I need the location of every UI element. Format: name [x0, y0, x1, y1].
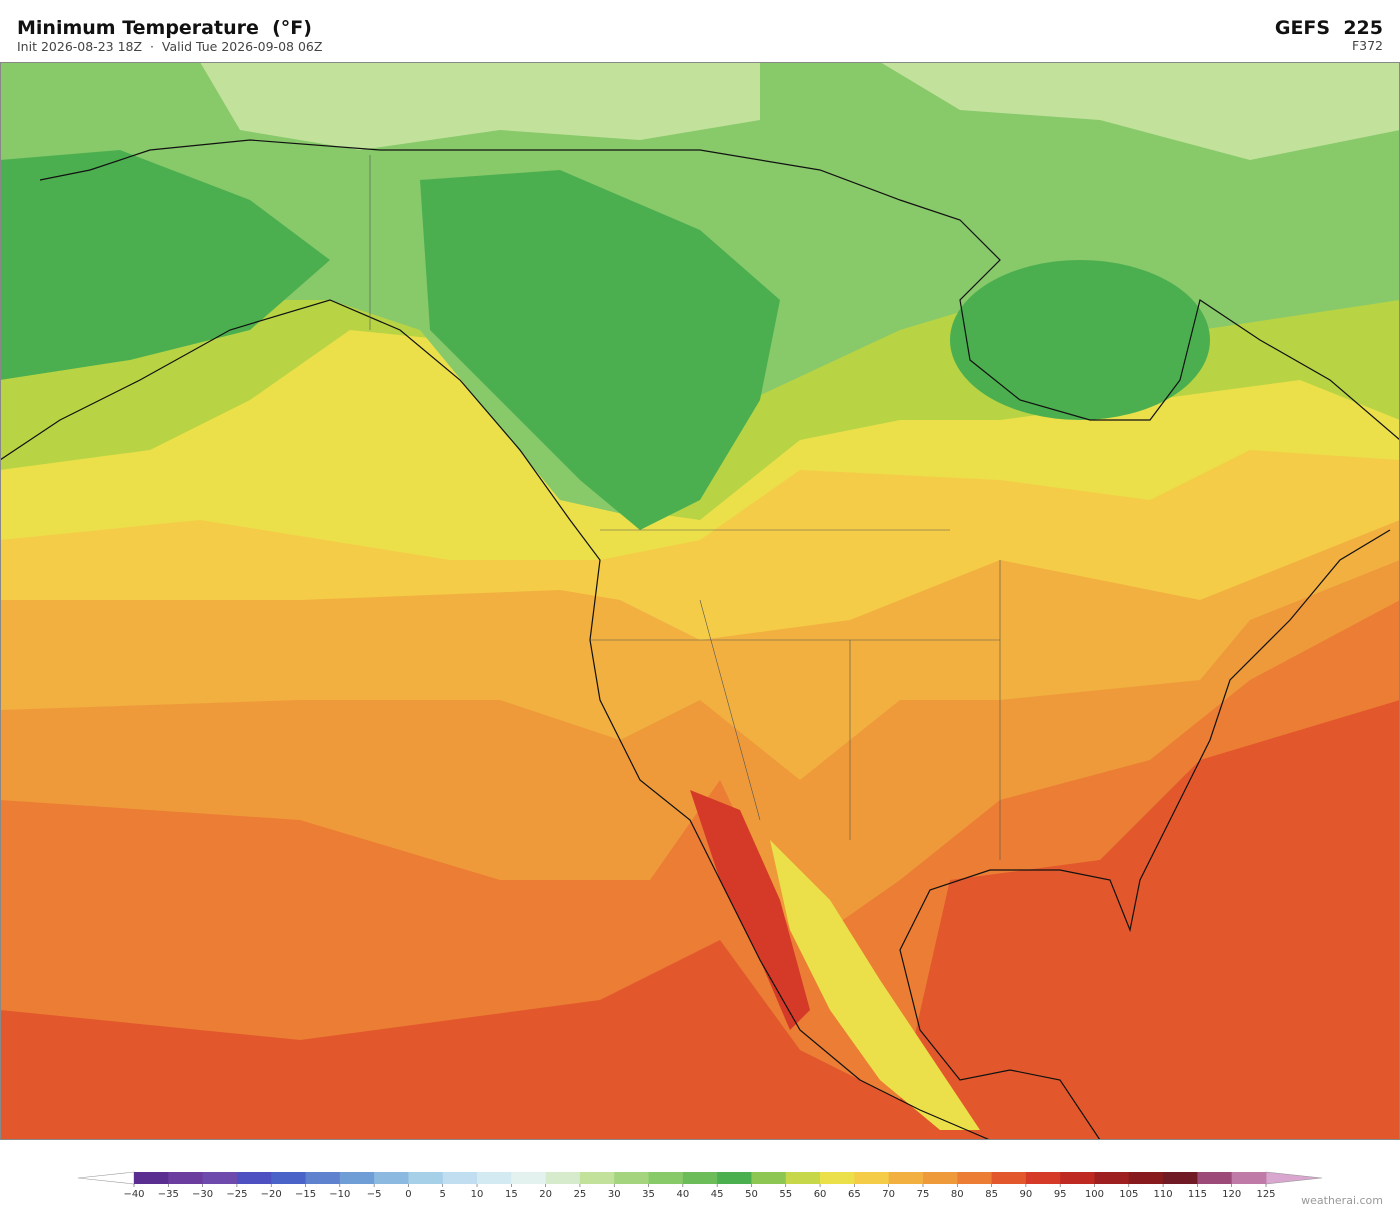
temperature-field [420, 170, 780, 530]
colorbar-tick-label: 35 [642, 1189, 655, 1200]
colorbar-segment [134, 1172, 169, 1184]
colorbar-segment [1197, 1172, 1233, 1184]
colorbar-segment [785, 1172, 821, 1184]
colorbar-tick-label: 90 [1020, 1189, 1033, 1200]
colorbar-tick-label: −20 [261, 1189, 282, 1200]
colorbar-segment [717, 1172, 752, 1184]
colorbar-tick-label: 75 [917, 1189, 930, 1200]
colorbar-tick-label: 100 [1085, 1189, 1104, 1200]
colorbar-segment [922, 1172, 958, 1184]
colorbar-tick-label: 80 [951, 1189, 964, 1200]
colorbar-segment [1094, 1172, 1130, 1184]
colorbar-segment [648, 1172, 684, 1184]
colorbar-segment [1128, 1172, 1164, 1184]
colorbar-tick-label: 60 [814, 1189, 827, 1200]
coastline [0, 139, 1400, 1140]
colorbar-tick-label: 120 [1222, 1189, 1241, 1200]
temperature-field [0, 150, 330, 380]
colorbar-segment [614, 1172, 649, 1184]
colorbar-segment [682, 1172, 718, 1184]
colorbar-tick-label: 15 [505, 1189, 518, 1200]
colorbar-tick-label: 115 [1188, 1189, 1207, 1200]
colorbar-segment [236, 1172, 272, 1184]
colorbar-segment [202, 1172, 238, 1184]
colorbar-segment [1060, 1172, 1095, 1184]
colorbar-tick-label: 10 [471, 1189, 484, 1200]
colorbar-segment [888, 1172, 924, 1184]
forecast-hour: F372 [1352, 38, 1383, 53]
temperature-field [690, 790, 810, 1030]
colorbar-segment [408, 1172, 444, 1184]
colorbar-tick-label: −35 [158, 1189, 179, 1200]
colorbar-tick-label: −15 [295, 1189, 316, 1200]
colorbar-tick-label: 5 [440, 1189, 446, 1200]
colorbar-tick-label: 0 [405, 1189, 411, 1200]
map [0, 62, 1400, 1140]
colorbar-segment [1163, 1172, 1198, 1184]
colorbar-segment [1231, 1172, 1267, 1184]
colorbar-segment [305, 1172, 341, 1184]
colorbar-tick-label: 50 [745, 1189, 758, 1200]
colorbar-segment [545, 1172, 581, 1184]
map-title: Minimum Temperature (°F) [17, 17, 312, 39]
colorbar-segment [271, 1172, 306, 1184]
colorbar-tick-label: −30 [192, 1189, 213, 1200]
colorbar-tick-label: −5 [367, 1189, 382, 1200]
borders [369, 155, 1001, 860]
colorbar-tick-label: 20 [539, 1189, 552, 1200]
colorbar-tick-label: 125 [1256, 1189, 1275, 1200]
colorbar-segment [477, 1172, 512, 1184]
colorbar-tick-label: −10 [329, 1189, 350, 1200]
colorbar-tick-label: 30 [608, 1189, 621, 1200]
temperature-field [880, 62, 1400, 160]
colorbar-tick-label: 25 [574, 1189, 587, 1200]
colorbar: −40 −35 −30 −25 −20 −15 −10 −5 0 5 10 15 20 25 30 35 40 4… [77, 1171, 1323, 1200]
colorbar-tick-label: 110 [1154, 1189, 1173, 1200]
temperature-field [770, 840, 980, 1130]
colorbar-tick-label: 70 [882, 1189, 895, 1200]
colorbar-segment [957, 1172, 992, 1184]
colorbar-segment [442, 1172, 478, 1184]
colorbar-segment [374, 1172, 409, 1184]
colorbar-tick-label: −25 [226, 1189, 247, 1200]
model-label: GEFS 225 [1275, 17, 1383, 39]
colorbar-tick-label: 45 [711, 1189, 724, 1200]
colorbar-tick-label: 105 [1119, 1189, 1138, 1200]
colorbar-tick-label: 40 [676, 1189, 689, 1200]
watermark: weatherai.com [1301, 1194, 1383, 1207]
colorbar-segment [820, 1172, 855, 1184]
colorbar-segment [579, 1172, 615, 1184]
colorbar-tick-label: −40 [123, 1189, 144, 1200]
colorbar-segment [168, 1172, 204, 1184]
colorbar-tick-label: 65 [848, 1189, 861, 1200]
colorbar-segment [751, 1172, 787, 1184]
temperature-field [200, 62, 760, 150]
colorbar-tick-label: 85 [985, 1189, 998, 1200]
colorbar-tick-label: 95 [1054, 1189, 1067, 1200]
colorbar-segment [339, 1172, 375, 1184]
colorbar-tick-label: 55 [779, 1189, 792, 1200]
map-subtitle: Init 2026-08-23 18Z · Valid Tue 2026-09-… [17, 39, 322, 54]
temperature-field [950, 260, 1210, 420]
colorbar-segment [854, 1172, 890, 1184]
colorbar-segment [511, 1172, 547, 1184]
colorbar-segment [991, 1172, 1027, 1184]
colorbar-segment [1025, 1172, 1061, 1184]
